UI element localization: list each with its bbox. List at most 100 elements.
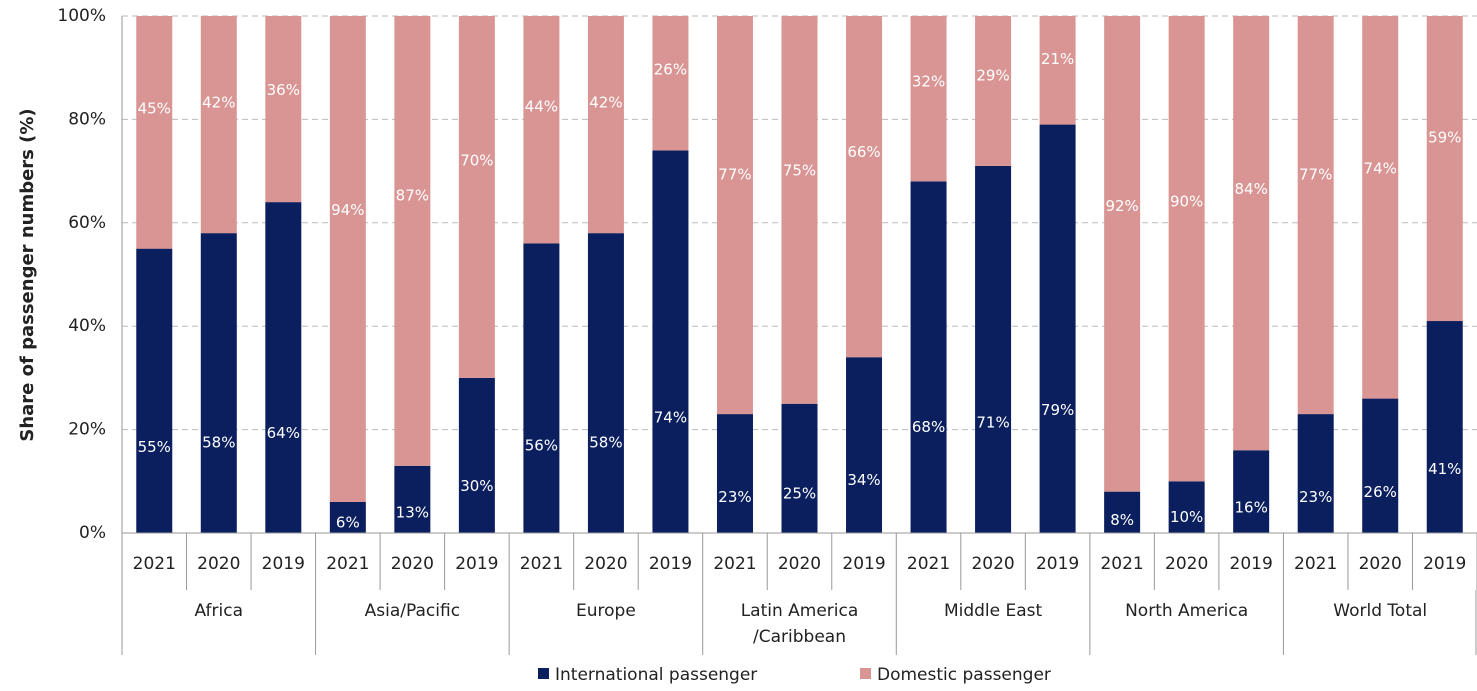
data-label: 92%: [1105, 197, 1138, 215]
bar-segment: [652, 150, 689, 534]
data-label: 58%: [202, 434, 235, 452]
bar-segment: [458, 377, 495, 533]
x-tick-label: 2021: [713, 554, 756, 574]
x-tick-label: 2021: [907, 554, 950, 574]
bar-segment: [458, 16, 495, 378]
data-label: 25%: [783, 485, 816, 503]
x-tick-label: 2020: [1359, 554, 1402, 574]
bar-segment: [587, 16, 624, 234]
data-label: 87%: [396, 186, 429, 204]
bar-segment: [1233, 16, 1270, 451]
data-label: 58%: [589, 434, 622, 452]
bar-segment: [1168, 16, 1205, 482]
data-label: 30%: [460, 477, 493, 495]
bar-segment: [200, 233, 237, 533]
data-label: 26%: [1364, 483, 1397, 501]
data-label: 74%: [654, 409, 687, 427]
x-tick-label: 2019: [842, 554, 885, 574]
legend-swatch: [860, 668, 871, 679]
x-tick-label: 2019: [649, 554, 692, 574]
x-tick-label: 2019: [1230, 554, 1273, 574]
x-tick-label: 2020: [1165, 554, 1208, 574]
data-label: 13%: [396, 503, 429, 521]
data-label: 6%: [336, 514, 360, 532]
x-tick-label: 2021: [1294, 554, 1337, 574]
bar-segment: [716, 414, 753, 533]
data-label: 23%: [1299, 488, 1332, 506]
data-label: 70%: [460, 151, 493, 169]
bar-segment: [1104, 491, 1141, 533]
data-label: 90%: [1170, 193, 1203, 211]
bar-segment: [200, 16, 237, 234]
bar-segment: [781, 403, 818, 533]
bar-segment: [394, 465, 431, 533]
x-tick-label: 2020: [391, 554, 434, 574]
bar-segment: [587, 233, 624, 533]
bar-segment: [136, 16, 173, 249]
data-label: 77%: [1299, 166, 1332, 184]
x-tick-label: 2020: [778, 554, 821, 574]
bar-segment: [975, 16, 1012, 166]
bar-segment: [910, 181, 947, 533]
data-label: 42%: [589, 93, 622, 111]
data-label: 56%: [525, 437, 558, 455]
group-label: World Total: [1333, 601, 1427, 621]
data-label: 32%: [912, 73, 945, 91]
data-label: 36%: [267, 81, 300, 99]
data-label: 59%: [1428, 129, 1461, 147]
y-tick-label: 40%: [68, 316, 106, 336]
bar-segment: [846, 16, 883, 358]
data-label: 64%: [267, 424, 300, 442]
bar-segment: [1039, 124, 1076, 533]
legend-label: Domestic passenger: [877, 665, 1051, 685]
group-label-line: Latin America: [741, 601, 859, 621]
legend-label: International passenger: [555, 665, 757, 685]
x-tick-label: 2020: [584, 554, 627, 574]
data-label: 23%: [718, 488, 751, 506]
bar-segment: [1039, 16, 1076, 125]
bar-segment: [394, 16, 431, 466]
y-tick-label: 20%: [68, 420, 106, 440]
data-label: 8%: [1110, 511, 1134, 529]
bar-segment: [652, 16, 689, 151]
x-tick-label: 2020: [971, 554, 1014, 574]
y-tick-label: 80%: [68, 109, 106, 129]
data-label: 75%: [783, 162, 816, 180]
data-label: 68%: [912, 418, 945, 436]
data-label: 94%: [331, 201, 364, 219]
x-tick-label: 2020: [197, 554, 240, 574]
bar-segment: [910, 16, 947, 182]
x-tick-label: 2021: [133, 554, 176, 574]
group-label: North America: [1125, 601, 1248, 621]
bar-segment: [523, 16, 560, 244]
data-label: 42%: [202, 93, 235, 111]
bar-segment: [781, 16, 818, 404]
group-label-line: /Caribbean: [753, 627, 846, 647]
data-label: 79%: [1041, 401, 1074, 419]
x-tick-label: 2021: [326, 554, 369, 574]
data-label: 34%: [847, 471, 880, 489]
x-tick-label: 2019: [1423, 554, 1466, 574]
bar-segment: [523, 243, 560, 534]
x-tick-label: 2019: [1036, 554, 1079, 574]
y-axis-label: Share of passenger numbers (%): [17, 108, 38, 441]
x-tick-label: 2019: [455, 554, 498, 574]
bar-segment: [1104, 16, 1141, 492]
group-label: Africa: [195, 601, 244, 621]
bar-segment: [136, 248, 173, 533]
bar-segment: [1426, 16, 1463, 322]
data-label: 26%: [654, 60, 687, 78]
group-label: Europe: [576, 601, 636, 621]
data-label: 29%: [976, 66, 1009, 84]
group-label: Latin America/Caribbean: [741, 601, 859, 647]
data-label: 66%: [847, 143, 880, 161]
data-label: 21%: [1041, 50, 1074, 68]
bar-segment: [1297, 16, 1334, 415]
y-tick-label: 60%: [68, 213, 106, 233]
bar-segment: [846, 357, 883, 533]
group-label: Middle East: [944, 601, 1043, 621]
bar-segment: [329, 501, 366, 533]
data-label: 74%: [1364, 160, 1397, 178]
bar-segment: [265, 16, 302, 203]
